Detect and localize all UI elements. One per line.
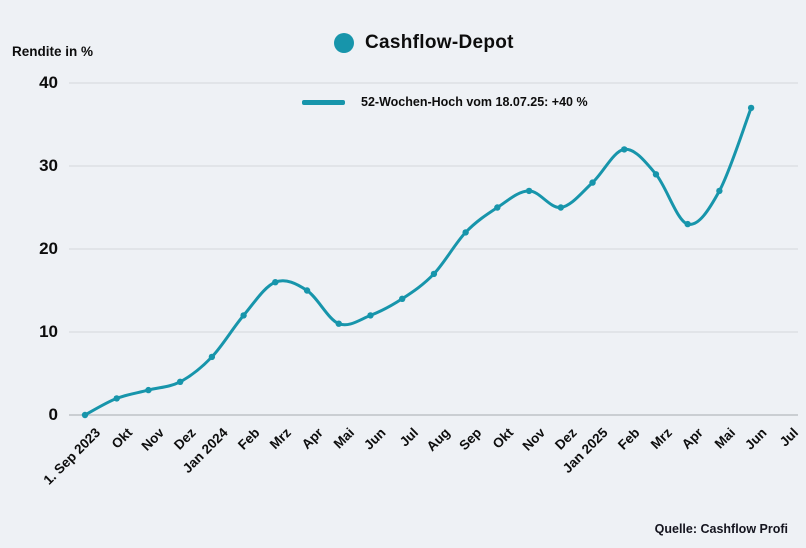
y-axis-title: Rendite in %	[12, 44, 94, 59]
data-point	[176, 378, 184, 385]
data-point	[272, 279, 279, 286]
data-point	[589, 179, 596, 186]
source-credit: Quelle: Cashflow Profi	[654, 522, 788, 536]
data-point	[684, 220, 691, 228]
data-point	[462, 229, 469, 236]
data-point	[367, 312, 374, 319]
data-point	[494, 204, 501, 211]
data-point	[557, 204, 564, 211]
data-point	[208, 353, 216, 361]
y-tick-label: 40	[39, 73, 58, 92]
legend-line-icon	[302, 99, 345, 105]
y-tick-label: 10	[39, 322, 58, 341]
series-line	[83, 106, 753, 417]
data-point	[335, 320, 342, 327]
y-tick-label: 0	[48, 405, 58, 424]
data-point	[240, 312, 247, 319]
y-tick-label: 30	[39, 156, 58, 175]
data-point	[113, 395, 120, 402]
data-point	[399, 295, 406, 302]
data-point	[716, 187, 723, 195]
data-point	[303, 287, 311, 294]
data-point	[747, 104, 755, 112]
chart-title: Cashflow-Depot	[365, 32, 514, 53]
legend: 52-Wochen-Hoch vom 18.07.25: +40 %	[302, 95, 588, 109]
data-point	[652, 171, 660, 178]
data-point	[145, 386, 152, 394]
chart-title-row: Cashflow-Depot	[334, 32, 514, 54]
data-point	[621, 146, 628, 153]
data-point	[81, 411, 89, 419]
series-marker-icon	[334, 33, 354, 53]
data-point	[430, 270, 438, 278]
data-point	[525, 187, 533, 195]
legend-label: 52-Wochen-Hoch vom 18.07.25: +40 %	[361, 95, 588, 109]
y-tick-label: 20	[39, 239, 58, 258]
